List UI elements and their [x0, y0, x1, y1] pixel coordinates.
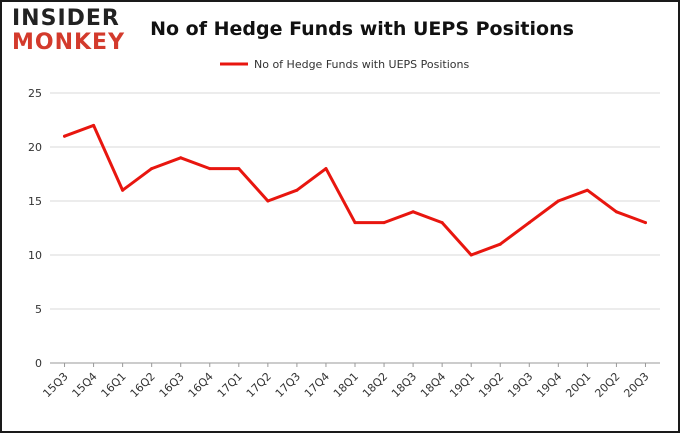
- data-point-20Q3: [643, 221, 647, 225]
- data-point-17Q2: [266, 199, 270, 203]
- x-tick-label-16Q2: 16Q2: [128, 370, 158, 400]
- data-point-17Q4: [324, 167, 328, 171]
- y-tick-label-15: 15: [28, 195, 42, 208]
- x-tick-label-15Q4: 15Q4: [70, 370, 100, 400]
- data-point-16Q4: [208, 167, 212, 171]
- x-tick-label-19Q1: 19Q1: [447, 370, 477, 400]
- y-tick-label-5: 5: [35, 303, 42, 316]
- x-tick-label-16Q3: 16Q3: [157, 370, 187, 400]
- series-line-0: [63, 123, 647, 257]
- x-tick-label-20Q2: 20Q2: [592, 370, 622, 400]
- x-tick-label-20Q3: 20Q3: [621, 370, 651, 400]
- x-tick-label-19Q2: 19Q2: [476, 370, 506, 400]
- x-tick-label-18Q1: 18Q1: [331, 370, 361, 400]
- data-point-17Q1: [237, 167, 241, 171]
- data-point-19Q4: [556, 199, 560, 203]
- x-tick-label-17Q2: 17Q2: [244, 370, 274, 400]
- x-tick-label-18Q3: 18Q3: [389, 370, 419, 400]
- logo-line-2: MONKEY: [12, 30, 126, 55]
- data-point-19Q1: [469, 253, 473, 257]
- x-tick-label-18Q2: 18Q2: [360, 370, 390, 400]
- data-point-18Q3: [411, 210, 415, 214]
- data-point-16Q1: [121, 188, 125, 192]
- data-point-20Q1: [585, 188, 589, 192]
- data-point-19Q3: [527, 221, 531, 225]
- data-point-16Q3: [179, 156, 183, 160]
- x-tick-label-16Q1: 16Q1: [99, 370, 129, 400]
- legend-label: No of Hedge Funds with UEPS Positions: [254, 58, 469, 71]
- data-point-15Q4: [92, 123, 96, 127]
- data-point-18Q4: [440, 221, 444, 225]
- x-tick-label-17Q4: 17Q4: [302, 370, 332, 400]
- data-point-19Q2: [498, 242, 502, 246]
- x-tick-label-17Q1: 17Q1: [215, 370, 245, 400]
- data-point-18Q1: [353, 221, 357, 225]
- x-tick-label-16Q4: 16Q4: [186, 370, 216, 400]
- y-tick-label-10: 10: [28, 249, 42, 262]
- data-point-17Q3: [295, 188, 299, 192]
- x-tick-label-18Q4: 18Q4: [418, 370, 448, 400]
- y-tick-label-20: 20: [28, 141, 42, 154]
- chart-title: No of Hedge Funds with UEPS Positions: [150, 18, 574, 40]
- x-tick-label-19Q4: 19Q4: [534, 370, 564, 400]
- y-tick-label-0: 0: [35, 357, 42, 370]
- x-tick-label-15Q3: 15Q3: [40, 370, 70, 400]
- x-tick-label-17Q3: 17Q3: [273, 370, 303, 400]
- data-point-20Q2: [614, 210, 618, 214]
- data-point-15Q3: [63, 134, 67, 138]
- y-tick-label-25: 25: [28, 87, 42, 100]
- insider-monkey-logo: INSIDER MONKEY: [12, 8, 130, 56]
- data-point-18Q2: [382, 221, 386, 225]
- logo-line-1: INSIDER: [12, 6, 120, 31]
- x-tick-label-19Q3: 19Q3: [505, 370, 535, 400]
- x-tick-label-20Q1: 20Q1: [563, 370, 593, 400]
- data-point-16Q2: [150, 167, 154, 171]
